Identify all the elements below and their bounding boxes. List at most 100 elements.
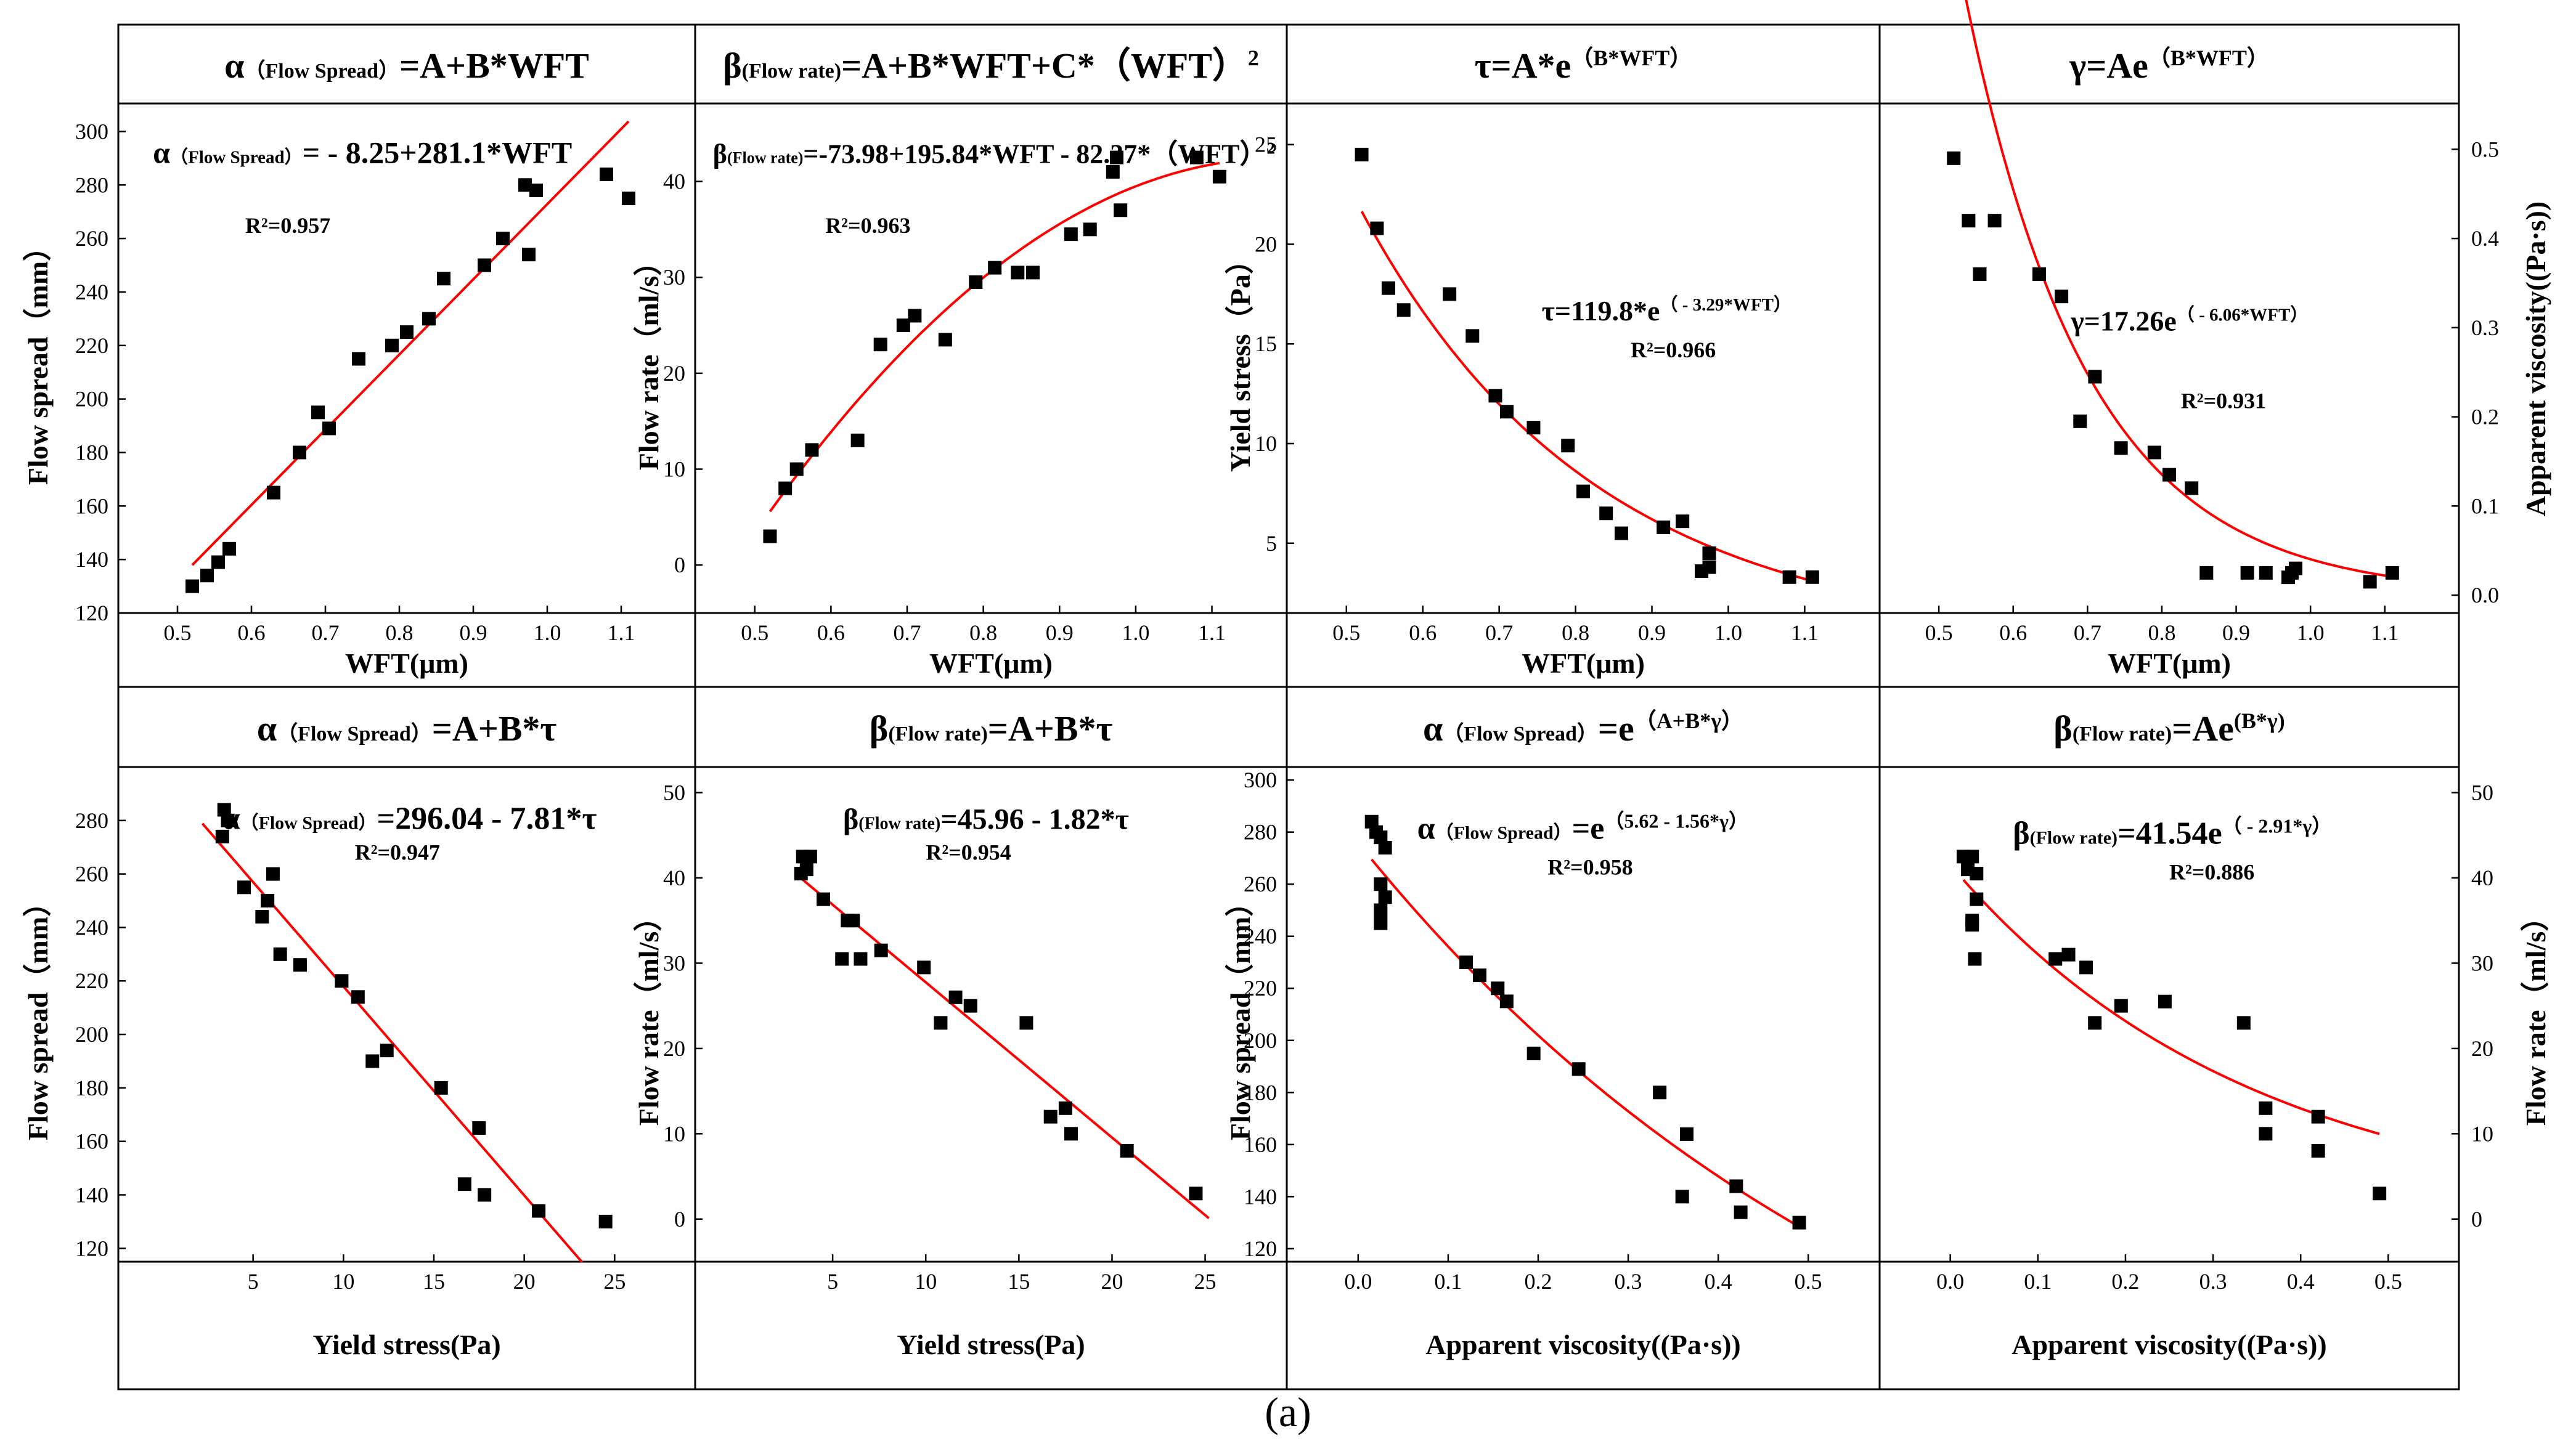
data-point xyxy=(185,579,199,593)
y-tick-label: 0.2 xyxy=(2471,405,2499,429)
data-point xyxy=(2363,575,2377,589)
x-tick-label: 0.1 xyxy=(1434,1269,1462,1294)
y-tick-label: 50 xyxy=(2471,781,2493,805)
panel-title: β(Flow rate)=Ae(B*γ) xyxy=(2053,708,2285,749)
y-tick-label: 0.4 xyxy=(2471,226,2499,251)
data-point xyxy=(622,191,635,205)
x-axis-label: WFT(μm) xyxy=(1522,647,1645,679)
y-tick-label: 0.1 xyxy=(2471,493,2499,518)
x-tick-label: 0.7 xyxy=(1485,620,1513,645)
panel-title-part: β xyxy=(870,708,889,749)
y-tick-label: 220 xyxy=(75,968,108,993)
panel-title-part: α xyxy=(257,708,277,749)
data-point xyxy=(2079,960,2093,975)
data-point xyxy=(778,481,793,495)
panel-title: τ=A*e（B*WFT） xyxy=(1475,46,1692,86)
x-axis-label: Apparent viscosity((Pa·s)) xyxy=(2011,1329,2327,1360)
panel-title-part: (B*γ) xyxy=(2234,708,2285,733)
data-point xyxy=(1465,329,1480,343)
y-tick-label: 30 xyxy=(2471,951,2493,975)
data-point xyxy=(322,421,336,436)
r-squared-label: R²=0.954 xyxy=(926,840,1011,865)
y-tick-label: 10 xyxy=(663,457,685,482)
data-point xyxy=(1110,150,1123,164)
y-tick-label: 140 xyxy=(75,547,108,572)
data-point xyxy=(1491,981,1505,996)
x-tick-label: 0.9 xyxy=(1638,620,1666,645)
data-point xyxy=(1011,266,1025,280)
data-point xyxy=(1973,267,1987,281)
y-tick-label: 20 xyxy=(663,1036,685,1061)
x-axis-label: WFT(μm) xyxy=(2108,647,2231,679)
data-point xyxy=(1064,1127,1078,1141)
data-point xyxy=(2259,1127,2273,1141)
data-point xyxy=(1962,214,1976,228)
fit-equation: β(Flow rate)=45.96 - 1.82*τ xyxy=(843,803,1129,835)
data-point xyxy=(522,248,536,262)
y-tick-label: 20 xyxy=(1255,232,1277,256)
y-tick-label: 240 xyxy=(75,280,108,304)
y-tick-label: 180 xyxy=(75,440,108,465)
data-point xyxy=(215,829,229,843)
fit-curve xyxy=(1371,858,1800,1228)
y-axis-label: Yield stress（Pa） xyxy=(1225,246,1256,472)
y-tick-label: 140 xyxy=(1244,1184,1277,1209)
data-point xyxy=(2088,1016,2102,1030)
data-point xyxy=(1459,955,1473,969)
y-tick-label: 30 xyxy=(663,951,685,975)
data-point xyxy=(1370,221,1384,235)
y-tick-label: 10 xyxy=(1255,431,1277,456)
data-point xyxy=(2385,566,2399,580)
data-point xyxy=(365,1054,380,1068)
data-point xyxy=(1120,1144,1134,1158)
x-tick-label: 0.8 xyxy=(386,620,414,645)
r-squared-label: R²=0.931 xyxy=(2181,389,2266,413)
panel-title-part: （B*WFT） xyxy=(2148,46,2269,70)
x-tick-label: 0.4 xyxy=(2287,1269,2315,1294)
x-tick-label: 0.9 xyxy=(1046,620,1074,645)
panel-title-part: β xyxy=(723,46,742,86)
data-point xyxy=(352,352,365,366)
fit-equation-part: =e xyxy=(1572,811,1605,846)
figure-label: (a) xyxy=(1265,1389,1311,1435)
x-tick-label: 10 xyxy=(332,1269,354,1294)
data-point xyxy=(1378,890,1392,904)
fit-equation-part: β xyxy=(2013,816,2029,851)
data-point xyxy=(1064,227,1078,242)
data-point xyxy=(2311,1110,2325,1124)
data-point xyxy=(351,990,365,1004)
fit-equation-part: （Flow Spread） xyxy=(1435,822,1572,843)
fit-equation: γ=17.26e（ - 6.06*WFT） xyxy=(2070,305,2308,337)
data-point xyxy=(217,803,231,817)
x-tick-label: 5 xyxy=(827,1269,838,1294)
data-point xyxy=(850,433,865,447)
y-axis-label: Flow rate（ml/s） xyxy=(2520,903,2551,1126)
y-tick-label: 25 xyxy=(1255,132,1277,157)
data-point xyxy=(846,914,860,928)
data-point xyxy=(1058,1101,1072,1115)
data-point xyxy=(2048,952,2063,966)
data-point xyxy=(969,275,983,289)
panel-title-part: =A+B*τ xyxy=(432,708,557,749)
data-point xyxy=(496,232,510,246)
x-axis-label: Yield stress(Pa) xyxy=(897,1329,1085,1360)
fit-equation-part: （ - 3.29*WFT） xyxy=(1660,294,1791,315)
fit-equation: α（Flow Spread）= - 8.25+281.1*WFT xyxy=(153,135,572,169)
data-point xyxy=(532,1204,546,1218)
y-tick-label: 220 xyxy=(75,333,108,358)
data-point xyxy=(1488,389,1502,403)
data-point xyxy=(255,910,269,924)
panel-title-part: (Flow rate) xyxy=(888,723,987,745)
data-point xyxy=(1675,1190,1689,1204)
data-point xyxy=(1729,1179,1743,1193)
x-tick-label: 0.9 xyxy=(2222,620,2250,645)
x-tick-label: 0.8 xyxy=(969,620,997,645)
x-tick-label: 1.1 xyxy=(1791,620,1819,645)
fit-equation-part: β xyxy=(843,803,858,835)
x-tick-label: 1.1 xyxy=(608,620,635,645)
data-point xyxy=(335,974,349,988)
data-point xyxy=(1792,1216,1806,1230)
fit-equation-part: =41.54e xyxy=(2117,816,2222,851)
data-point xyxy=(400,325,414,339)
